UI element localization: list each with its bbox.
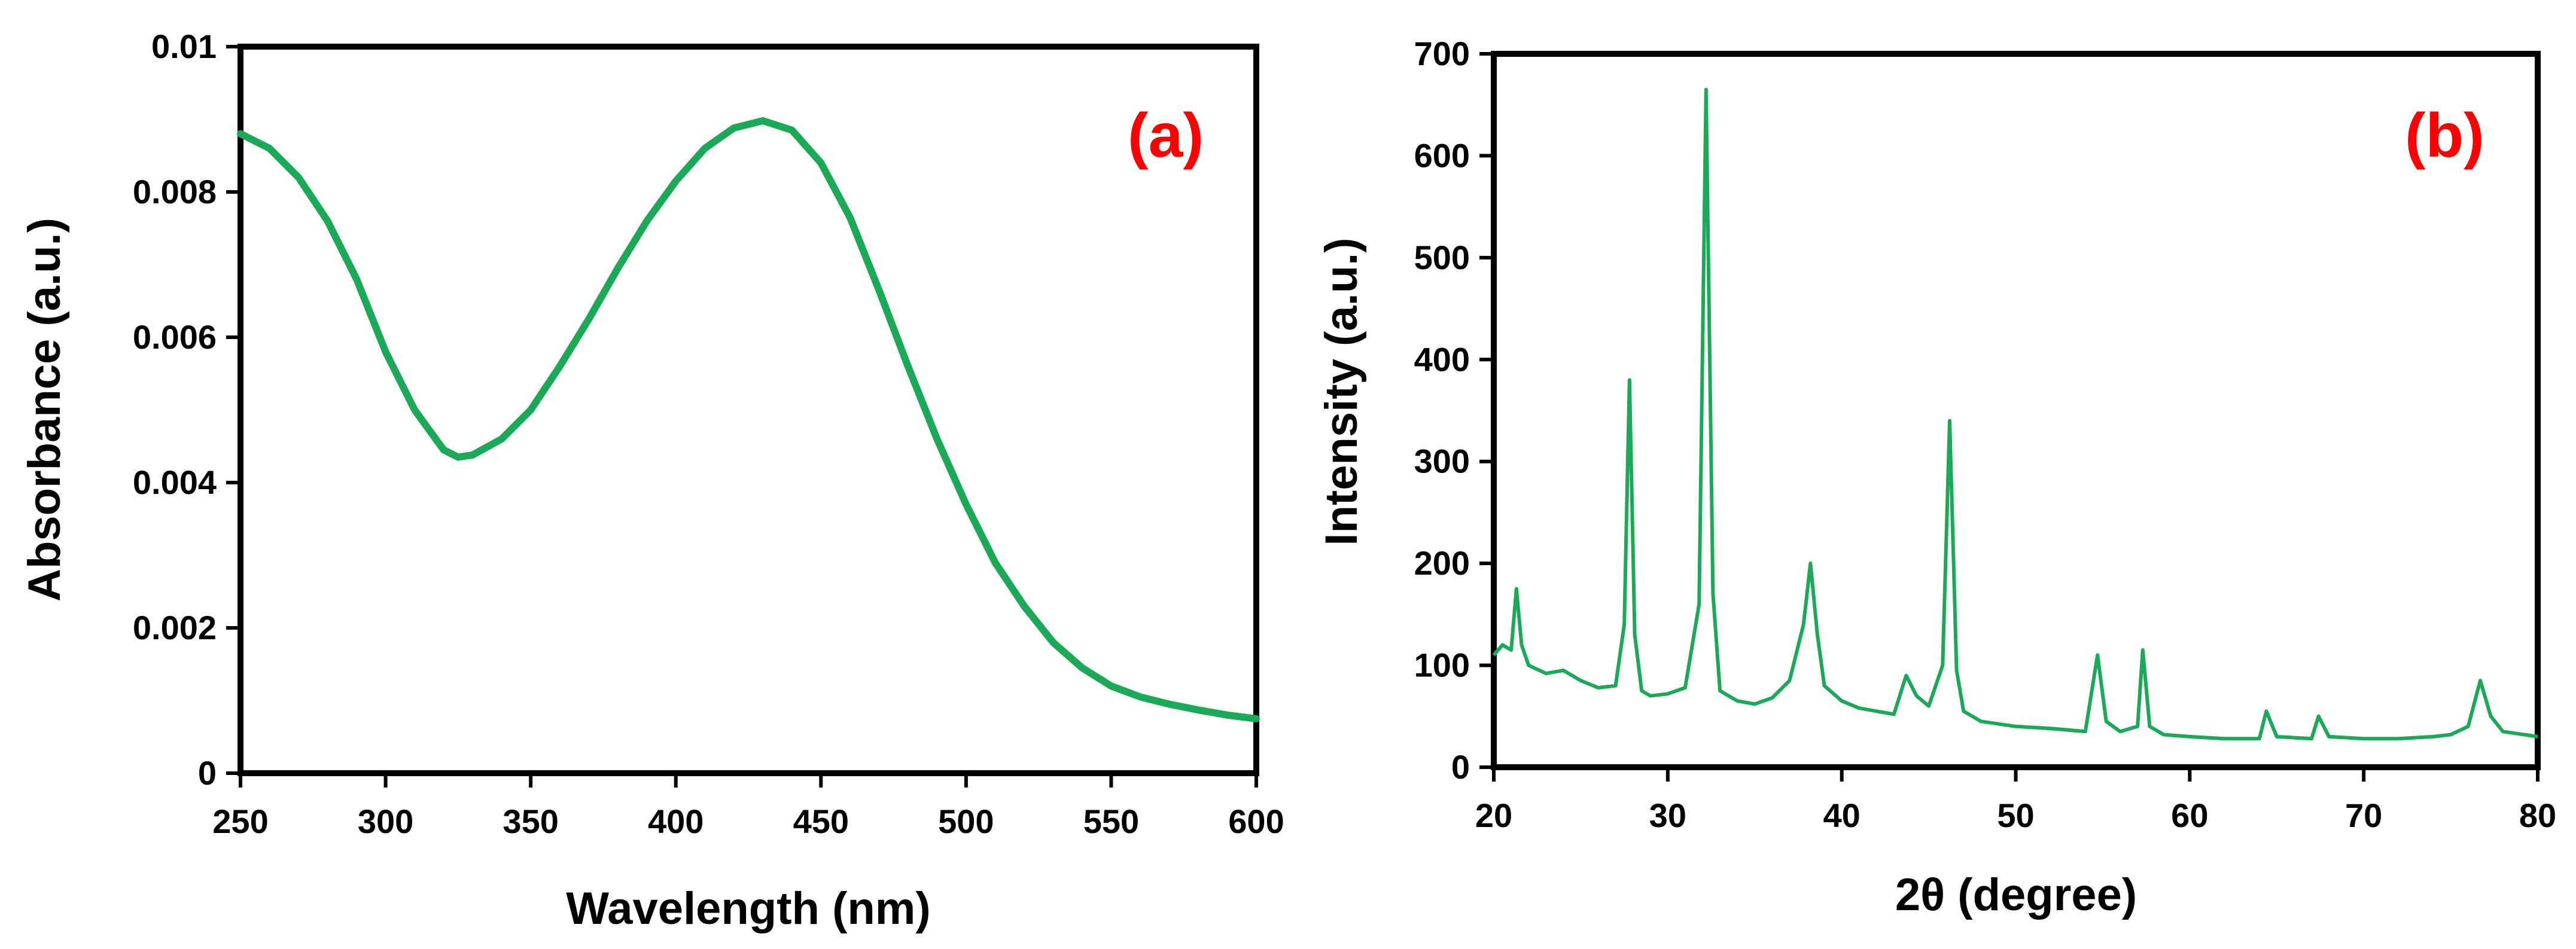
y-tick-label: 600 <box>1414 136 1470 174</box>
y-tick-label: 300 <box>1414 443 1470 480</box>
x-tick-label: 300 <box>358 802 413 840</box>
x-tick-label: 60 <box>2171 797 2208 834</box>
x-tick-label: 500 <box>938 802 994 840</box>
x-axis: 250 300 350 400 450 500 550 600 <box>212 773 1284 840</box>
intensity-chart: 0 100 200 300 400 500 600 700 20 30 40 50 60 70 80 (b… <box>1316 35 2556 920</box>
y-tick-label: 100 <box>1414 646 1470 684</box>
x-tick-label: 30 <box>1649 797 1686 834</box>
x-tick-label: 80 <box>2519 797 2556 834</box>
y-tick-label: 0 <box>198 754 217 792</box>
y-axis-title: Absorbance (a.u.) <box>19 218 70 602</box>
y-tick-label: 0 <box>1451 748 1470 786</box>
y-tick-label: 200 <box>1414 544 1470 582</box>
x-tick-label: 550 <box>1083 802 1139 840</box>
x-tick-label: 450 <box>793 802 849 840</box>
x-tick-label: 20 <box>1475 797 1512 834</box>
y-tick-label: 0.004 <box>133 463 217 501</box>
y-tick-label: 700 <box>1414 35 1470 72</box>
x-tick-label: 600 <box>1228 802 1284 840</box>
y-tick-label: 0.002 <box>133 609 217 646</box>
x-tick-label: 400 <box>648 802 704 840</box>
y-axis-title: Intensity (a.u.) <box>1316 237 1367 545</box>
intensity-line <box>1492 87 2538 741</box>
plot-area <box>1491 51 2541 770</box>
panel-label-a: (a) <box>1128 101 1204 170</box>
y-tick-label: 0.006 <box>133 318 217 356</box>
y-tick-label: 400 <box>1414 340 1470 378</box>
y-axis: 0 0.002 0.004 0.006 0.008 0.01 <box>133 28 240 792</box>
y-tick-label: 0.01 <box>151 28 217 65</box>
y-axis: 0 100 200 300 400 500 600 700 <box>1414 35 1494 786</box>
x-axis-title: Wavelength (nm) <box>566 883 930 934</box>
x-axis: 20 30 40 50 60 70 80 <box>1475 767 2556 834</box>
y-tick-label: 0.008 <box>133 173 217 210</box>
absorbance-line <box>237 117 1260 722</box>
x-axis-title: 2θ (degree) <box>1895 869 2137 920</box>
panel-label-b: (b) <box>2405 101 2484 170</box>
x-tick-label: 50 <box>1997 797 2034 834</box>
x-tick-label: 250 <box>212 802 268 840</box>
x-tick-label: 70 <box>2345 797 2382 834</box>
x-tick-label: 40 <box>1823 797 1861 834</box>
x-tick-label: 350 <box>503 802 558 840</box>
y-tick-label: 500 <box>1414 239 1470 276</box>
plot-area <box>237 44 1259 776</box>
absorbance-chart: 0 0.002 0.004 0.006 0.008 0.01 250 300 350 400 45… <box>19 28 1284 934</box>
